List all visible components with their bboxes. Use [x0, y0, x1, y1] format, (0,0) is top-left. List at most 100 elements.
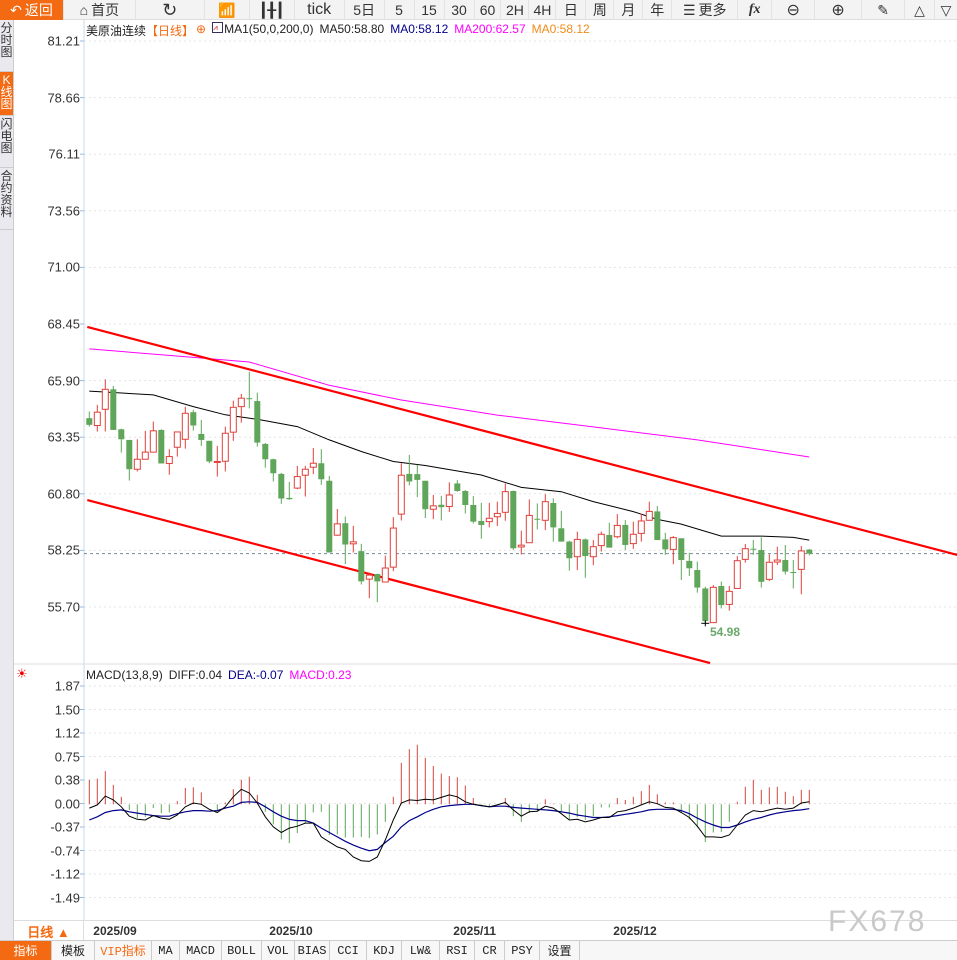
macd-axis-label: 1.50 [54, 702, 80, 717]
candle-down [550, 502, 557, 528]
price-legend: 美原油连续 【日线】 ⊕ ⩘ MA1(50,0,200,0) MA50:58.8… [86, 22, 590, 39]
sidetab-contract-info[interactable]: 合约资料 [0, 168, 13, 230]
indicator-tab[interactable]: RSI [440, 941, 475, 960]
sidetab-intraday[interactable]: 分时图 [0, 20, 13, 72]
period-5[interactable]: 5 [385, 0, 415, 20]
candle-down [750, 548, 757, 550]
sidetab-kline[interactable]: K线图 [0, 72, 13, 116]
indicator-settings-icon[interactable]: ☀ [16, 666, 28, 681]
low-price-label: 54.98 [710, 625, 741, 639]
sidetab-flash[interactable]: 闪电图 [0, 116, 13, 168]
indicator-tab[interactable]: BOLL [222, 941, 262, 960]
indicator-tab[interactable]: CR [475, 941, 505, 960]
period-15[interactable]: 15 [415, 0, 445, 20]
candle-down [510, 490, 517, 549]
indicator-tab[interactable]: PSY [505, 941, 540, 960]
dea-value: DEA:-0.07 [228, 668, 284, 682]
zoom-out-button[interactable]: ⊖ [772, 0, 816, 20]
zoom-in-button[interactable]: ⊕ [815, 0, 863, 20]
home-button[interactable]: ⌂ 首页 [64, 0, 136, 20]
candle-up [301, 468, 309, 476]
indicator-tab[interactable]: KDJ [367, 941, 402, 960]
ma0b-value: MA0:58.12 [531, 22, 590, 36]
line-chart-button[interactable]: 📶 [205, 0, 250, 20]
diff-value: DIFF:0.04 [168, 668, 223, 682]
candle-down [686, 560, 693, 569]
candle-up [165, 456, 173, 464]
candle-up [725, 590, 733, 605]
home-icon: ⌂ [79, 2, 89, 18]
macd-axis-label: 1.12 [54, 725, 80, 741]
indicator-tab[interactable]: LW& [402, 941, 440, 960]
candle-up [541, 501, 549, 521]
period-day[interactable]: 日 [556, 0, 587, 20]
period-year[interactable]: 年 [643, 0, 673, 20]
candle-up [93, 411, 101, 427]
period-month[interactable]: 月 [614, 0, 644, 20]
settings-target-icon[interactable]: ⊕ [196, 22, 207, 36]
price-axis-label: 65.90 [47, 373, 80, 389]
macd-axis-label: -1.12 [50, 866, 80, 882]
indicator-tab[interactable]: MA [152, 941, 180, 960]
candle-up [333, 523, 341, 536]
period-select-button[interactable]: 日线 ▲ [14, 921, 84, 941]
candlestick-button[interactable]: ┃╂┃ [250, 0, 295, 20]
indicator-tab[interactable]: VOL [262, 941, 295, 960]
candle-down [422, 480, 429, 510]
price-axis-label: 73.56 [47, 203, 80, 219]
ma0-value: MA0:58.12 [390, 22, 449, 36]
formula-button[interactable]: fx [738, 0, 773, 20]
triangle-down-button[interactable]: ▽ [935, 0, 957, 20]
candle-up [669, 537, 677, 550]
candle-down [286, 497, 293, 500]
candle-up [765, 561, 773, 580]
date-axis-label: 2025/09 [93, 924, 137, 938]
candle-up [397, 474, 405, 515]
candle-down [606, 534, 613, 548]
period-60[interactable]: 60 [475, 0, 502, 20]
candle-up [381, 567, 389, 583]
candle-up [741, 548, 749, 560]
indicator-tab[interactable]: 模板 [52, 941, 95, 960]
indicator-tab[interactable]: 指标 [0, 941, 52, 960]
tick-button[interactable]: tick [295, 0, 345, 20]
indicator-tab[interactable]: MACD [180, 941, 222, 960]
price-axis-label: 63.35 [47, 429, 80, 445]
period-30[interactable]: 30 [445, 0, 475, 20]
period-week[interactable]: 周 [586, 0, 615, 20]
triangle-up-button[interactable]: △ [905, 0, 936, 20]
period-2h[interactable]: 2H [501, 0, 530, 20]
candle-down [566, 541, 573, 559]
candle-up [141, 451, 149, 460]
chart-canvas[interactable] [0, 0, 957, 940]
indicator-tab[interactable]: BIAS [295, 941, 330, 960]
line-chart-icon: 📶 [218, 1, 236, 18]
trendline [87, 499, 711, 665]
candle-down [654, 511, 661, 541]
refresh-button[interactable]: ↻ [136, 0, 205, 20]
candle-down [806, 549, 813, 554]
indicator-icon[interactable]: ⩘ [212, 22, 224, 33]
macd-legend: MACD(13,8,9) DIFF:0.04 DEA:-0.07 MACD:0.… [86, 668, 351, 682]
period-4h[interactable]: 4H [529, 0, 557, 20]
candle-down [342, 523, 349, 545]
draw-button[interactable]: ✎ [862, 0, 906, 20]
date-axis-label: 2025/10 [269, 924, 313, 938]
candle-up [149, 430, 157, 453]
back-button[interactable]: ↶ 返回 [0, 0, 64, 20]
candle-up [645, 510, 653, 521]
indicator-tab[interactable]: VIP指标 [95, 941, 152, 960]
indicator-tab[interactable]: 设置 [540, 941, 580, 960]
macd-axis-label: 1.87 [54, 678, 80, 694]
candle-down [758, 550, 765, 582]
macd-axis-label: -0.74 [50, 843, 80, 858]
indicator-tab[interactable]: CCI [330, 941, 367, 960]
candle-down [582, 539, 589, 557]
price-axis-label: 78.66 [47, 90, 80, 106]
candle-up [597, 533, 605, 547]
macd-axis-label: -0.37 [50, 819, 80, 835]
more-button[interactable]: ☰ 更多 [672, 0, 739, 20]
candle-down [110, 389, 117, 430]
five-day-button[interactable]: 5日 [345, 0, 385, 20]
price-axis-label: 60.80 [47, 486, 80, 502]
